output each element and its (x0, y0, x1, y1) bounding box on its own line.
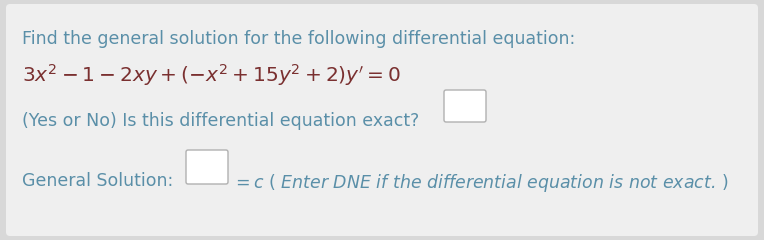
Text: $= c$ $($ Enter DNE if the differential equation is not exact. $)$: $= c$ $($ Enter DNE if the differential … (232, 172, 728, 194)
FancyBboxPatch shape (186, 150, 228, 184)
Text: Find the general solution for the following differential equation:: Find the general solution for the follow… (22, 30, 575, 48)
Text: General Solution:: General Solution: (22, 172, 173, 190)
Text: (Yes or No) Is this differential equation exact?: (Yes or No) Is this differential equatio… (22, 112, 419, 130)
FancyBboxPatch shape (6, 4, 758, 236)
Text: $3x^2 - 1 - 2xy + (-x^2 + 15y^2 + 2)y' = 0$: $3x^2 - 1 - 2xy + (-x^2 + 15y^2 + 2)y' =… (22, 62, 401, 88)
FancyBboxPatch shape (444, 90, 486, 122)
